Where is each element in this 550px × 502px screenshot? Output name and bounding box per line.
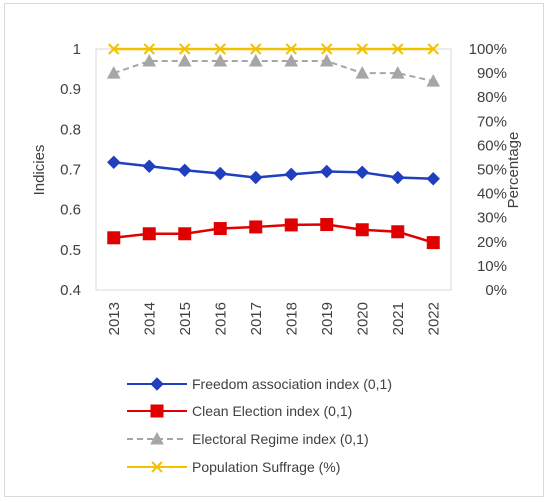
legend-entry: Clean Election index (0,1) bbox=[127, 403, 352, 419]
right-tick-label: 0% bbox=[485, 282, 507, 299]
x-tick-label: 2018 bbox=[283, 302, 300, 335]
diamond-marker bbox=[107, 155, 121, 169]
triangle-marker bbox=[284, 54, 299, 67]
triangle-marker bbox=[142, 54, 157, 67]
square-marker bbox=[178, 227, 192, 241]
left-tick-label: 1 bbox=[73, 41, 81, 58]
legend-label: Freedom association index (0,1) bbox=[192, 376, 392, 392]
x-tick-label: 2021 bbox=[390, 302, 407, 335]
x-tick-label: 2020 bbox=[354, 302, 371, 335]
x-tick-label: 2016 bbox=[212, 302, 229, 335]
left-tick-label: 0.9 bbox=[60, 81, 81, 98]
x-tick-label: 2015 bbox=[177, 302, 194, 335]
series-line bbox=[113, 223, 434, 244]
triangle-marker bbox=[426, 74, 441, 87]
triangle-marker bbox=[177, 54, 192, 67]
diamond-marker bbox=[320, 164, 334, 179]
legend-entry: Population Suffrage (%) bbox=[127, 459, 340, 475]
series-3 bbox=[106, 54, 441, 87]
diamond-marker bbox=[426, 172, 440, 186]
right-tick-label: 90% bbox=[477, 65, 507, 82]
right-tick-label: 10% bbox=[477, 258, 507, 275]
square-marker bbox=[107, 231, 121, 245]
series-4 bbox=[108, 43, 439, 55]
legend-square-marker bbox=[150, 404, 164, 418]
right-tick-label: 70% bbox=[477, 113, 507, 130]
diamond-marker bbox=[391, 170, 405, 185]
right-axis: 0% 10% 20% 30% 40% 50% 60% 70% 80% 90% 100% bbox=[469, 41, 507, 299]
legend-diamond-marker bbox=[150, 377, 164, 391]
legend: Freedom association index (0,1) Clean Ele… bbox=[127, 376, 392, 475]
right-tick-label: 80% bbox=[477, 89, 507, 106]
legend-label: Population Suffrage (%) bbox=[192, 459, 340, 475]
triangle-marker bbox=[248, 54, 263, 67]
x-tick-label: 2014 bbox=[141, 302, 158, 335]
x-marker bbox=[250, 43, 262, 55]
left-tick-label: 0.6 bbox=[60, 202, 81, 219]
square-marker bbox=[142, 227, 156, 241]
left-tick-label: 0.4 bbox=[60, 282, 81, 299]
square-marker bbox=[213, 222, 227, 236]
x-marker bbox=[427, 43, 439, 55]
x-tick-label: 2013 bbox=[106, 302, 123, 335]
diamond-marker bbox=[355, 165, 369, 180]
triangle-marker bbox=[213, 54, 228, 67]
x-marker bbox=[321, 43, 333, 55]
right-tick-label: 60% bbox=[477, 137, 507, 154]
chart-frame bbox=[4, 3, 544, 497]
left-axis-title: Indicies bbox=[31, 145, 48, 196]
legend-label: Electoral Regime index (0,1) bbox=[192, 431, 369, 447]
right-tick-label: 30% bbox=[477, 210, 507, 227]
right-tick-label: 40% bbox=[477, 186, 507, 203]
left-axis: 0.4 0.5 0.6 0.7 0.8 0.9 1 bbox=[60, 41, 81, 299]
diamond-marker bbox=[284, 167, 298, 182]
series-layer bbox=[106, 43, 441, 250]
diamond-marker bbox=[249, 170, 263, 185]
left-tick-label: 0.7 bbox=[60, 162, 81, 179]
square-marker bbox=[426, 236, 440, 250]
legend-triangle-marker bbox=[150, 431, 164, 445]
square-marker bbox=[391, 225, 405, 239]
x-axis: 2013 2014 2015 2016 2017 2018 2019 2020 2021 2022 bbox=[106, 302, 443, 335]
legend-entry: Freedom association index (0,1) bbox=[127, 376, 392, 392]
diamond-marker bbox=[178, 163, 192, 178]
triangle-marker bbox=[106, 66, 121, 79]
right-tick-label: 20% bbox=[477, 234, 507, 251]
right-tick-label: 100% bbox=[469, 41, 507, 58]
legend-x-marker bbox=[151, 461, 163, 473]
diamond-marker bbox=[213, 166, 227, 181]
triangle-marker bbox=[355, 66, 370, 79]
x-tick-label: 2017 bbox=[248, 302, 265, 335]
triangle-marker bbox=[390, 66, 405, 79]
x-tick-label: 2019 bbox=[319, 302, 336, 335]
series-line bbox=[113, 60, 434, 83]
x-tick-label: 2022 bbox=[425, 302, 442, 335]
square-marker bbox=[284, 218, 298, 232]
x-marker bbox=[179, 43, 191, 55]
x-marker bbox=[356, 43, 368, 55]
series-1 bbox=[107, 155, 440, 186]
diamond-marker bbox=[142, 159, 156, 173]
x-marker bbox=[108, 43, 120, 55]
right-tick-label: 50% bbox=[477, 162, 507, 179]
square-marker bbox=[355, 223, 369, 237]
square-marker bbox=[249, 220, 263, 234]
x-marker bbox=[392, 43, 404, 55]
right-axis-title: Percentage bbox=[505, 132, 522, 209]
legend-label: Clean Election index (0,1) bbox=[192, 403, 352, 419]
x-marker bbox=[143, 43, 155, 55]
left-tick-label: 0.8 bbox=[60, 121, 81, 138]
series-line bbox=[113, 161, 434, 180]
square-marker bbox=[320, 218, 334, 232]
series-2 bbox=[107, 218, 440, 250]
triangle-marker bbox=[319, 54, 334, 67]
left-tick-label: 0.5 bbox=[60, 242, 81, 259]
x-marker bbox=[285, 43, 297, 55]
legend-entry: Electoral Regime index (0,1) bbox=[127, 431, 369, 447]
x-marker bbox=[214, 43, 226, 55]
